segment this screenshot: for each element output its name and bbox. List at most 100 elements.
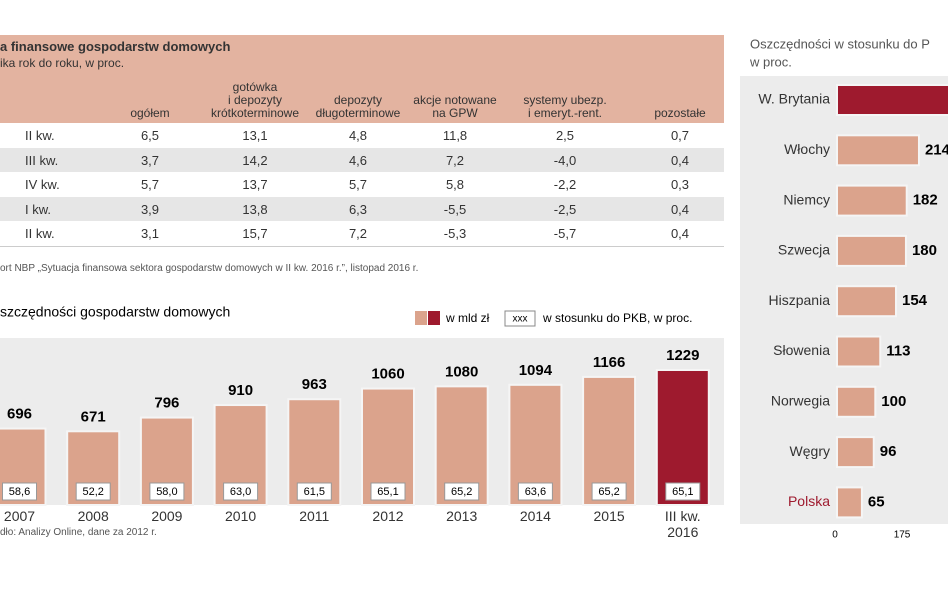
table-source: ort NBP „Sytuacja finansowa sektora gosp…	[0, 263, 419, 274]
table-cell: 3,9	[140, 201, 160, 217]
bar	[836, 134, 920, 167]
value-label: 65	[868, 493, 885, 510]
category-label: W. Brytania	[758, 91, 830, 107]
value-label: 214	[925, 141, 948, 158]
table-cell: 5,8	[445, 177, 465, 193]
value-label: 96	[880, 443, 897, 460]
legend-swatch	[428, 311, 440, 325]
table-cell: -5,3	[443, 226, 467, 242]
chart-title: szczędności gospodarstw domowych	[0, 304, 230, 320]
table-cell: 0,7	[670, 128, 690, 143]
table-cell: 7,2	[348, 226, 368, 242]
column-header: akcje notowane na GPW	[413, 93, 497, 120]
pkb-box	[665, 482, 701, 501]
pkb-label: 65,2	[451, 486, 472, 498]
bar	[836, 184, 908, 217]
table-row	[0, 221, 724, 247]
pkb-box	[75, 482, 111, 501]
table-cell: 0,3	[670, 177, 690, 193]
x-tick-label: 175	[894, 530, 911, 541]
value-label: 100	[881, 393, 906, 410]
bar	[836, 486, 863, 519]
x-tick-label: 2015	[593, 508, 625, 524]
table-cell: 0,4	[670, 201, 690, 217]
value-label: 182	[913, 192, 938, 209]
table-subtitle: ika rok do roku, w proc.	[0, 56, 125, 70]
column-header: depozyty długoterminowe	[315, 93, 401, 120]
pkb-box	[2, 482, 37, 501]
table-cell: 0,4	[670, 152, 690, 168]
table-cell: 13,1	[242, 128, 268, 143]
x-tick-label: III kw. 2016	[664, 508, 701, 540]
table-cell: -5,7	[553, 226, 577, 242]
pkb-label: 52,2	[82, 486, 103, 498]
table-cell: -4,0	[553, 152, 577, 168]
value-label: 671	[81, 408, 106, 425]
value-label: 1094	[519, 362, 553, 379]
bar	[836, 285, 897, 318]
row-label: I kw.	[25, 201, 52, 217]
table-cell: -5,5	[443, 201, 467, 217]
pkb-label: 61,5	[304, 486, 325, 498]
column-header: systemy ubezp. i emeryt.-rent.	[523, 93, 607, 120]
pkb-label: 65,1	[672, 486, 693, 498]
table-cell: 3,1	[140, 226, 160, 242]
value-label: 963	[302, 376, 327, 393]
x-tick-label: 2009	[151, 508, 183, 524]
category-label: Szwecja	[778, 242, 830, 258]
pkb-box	[517, 482, 553, 501]
pkb-box	[296, 482, 332, 501]
x-tick-label: 0	[832, 530, 838, 541]
chart-note: dło: Analizy Online, dane za 2012 r.	[0, 527, 157, 538]
value-label: 796	[154, 395, 179, 412]
x-tick-label: 2013	[446, 508, 478, 524]
x-tick-label: 2010	[225, 508, 257, 524]
value-label: 154	[902, 292, 928, 309]
value-label: 910	[228, 382, 253, 399]
chart-title: Oszczędności w stosunku do P	[750, 36, 930, 51]
table-cell: 14,2	[242, 152, 268, 168]
legend-box	[504, 310, 536, 327]
table-header	[0, 35, 724, 123]
table-row	[0, 123, 724, 149]
value-label: 1060	[371, 366, 404, 383]
table-cell: 4,8	[348, 128, 368, 143]
table-cell: 5,7	[348, 177, 368, 193]
value-label: 1080	[445, 363, 478, 380]
table-cell: -2,2	[553, 177, 577, 193]
bar	[836, 436, 875, 469]
pkb-box	[223, 482, 259, 501]
table-cell: 6,3	[348, 201, 368, 217]
category-label: Hiszpania	[769, 292, 831, 308]
pkb-label: 58,0	[156, 486, 177, 498]
x-tick-label: 2007	[3, 508, 36, 524]
category-label: Słowenia	[773, 342, 830, 358]
value-label: 113	[886, 342, 910, 359]
column-header: ogółem	[130, 106, 170, 120]
pkb-label: 65,1	[377, 486, 398, 498]
x-tick-label: 2014	[519, 508, 551, 524]
table-cell: 4,6	[348, 152, 368, 168]
pkb-label: 65,2	[598, 486, 619, 498]
table-cell: 2,5	[555, 128, 575, 143]
pkb-box	[591, 482, 627, 501]
table-cell: 15,7	[242, 226, 268, 242]
pkb-box	[370, 482, 406, 501]
table-cell: 7,2	[445, 152, 465, 168]
table-cell: 0,4	[670, 226, 690, 242]
bar	[836, 84, 948, 116]
column-header: gotówka i depozyty krótkoterminowe	[210, 80, 300, 120]
table-cell: 6,5	[140, 128, 160, 143]
category-label: Włochy	[784, 141, 830, 157]
pkb-label: 63,0	[230, 486, 251, 498]
category-label: Norwegia	[771, 393, 830, 409]
x-tick-label: 2011	[299, 508, 330, 524]
row-label: III kw.	[25, 152, 59, 168]
bar	[836, 385, 877, 418]
bar	[836, 335, 882, 368]
category-label: Węgry	[790, 443, 830, 459]
value-label: 1166	[593, 354, 626, 371]
value-label: 180	[912, 242, 937, 259]
